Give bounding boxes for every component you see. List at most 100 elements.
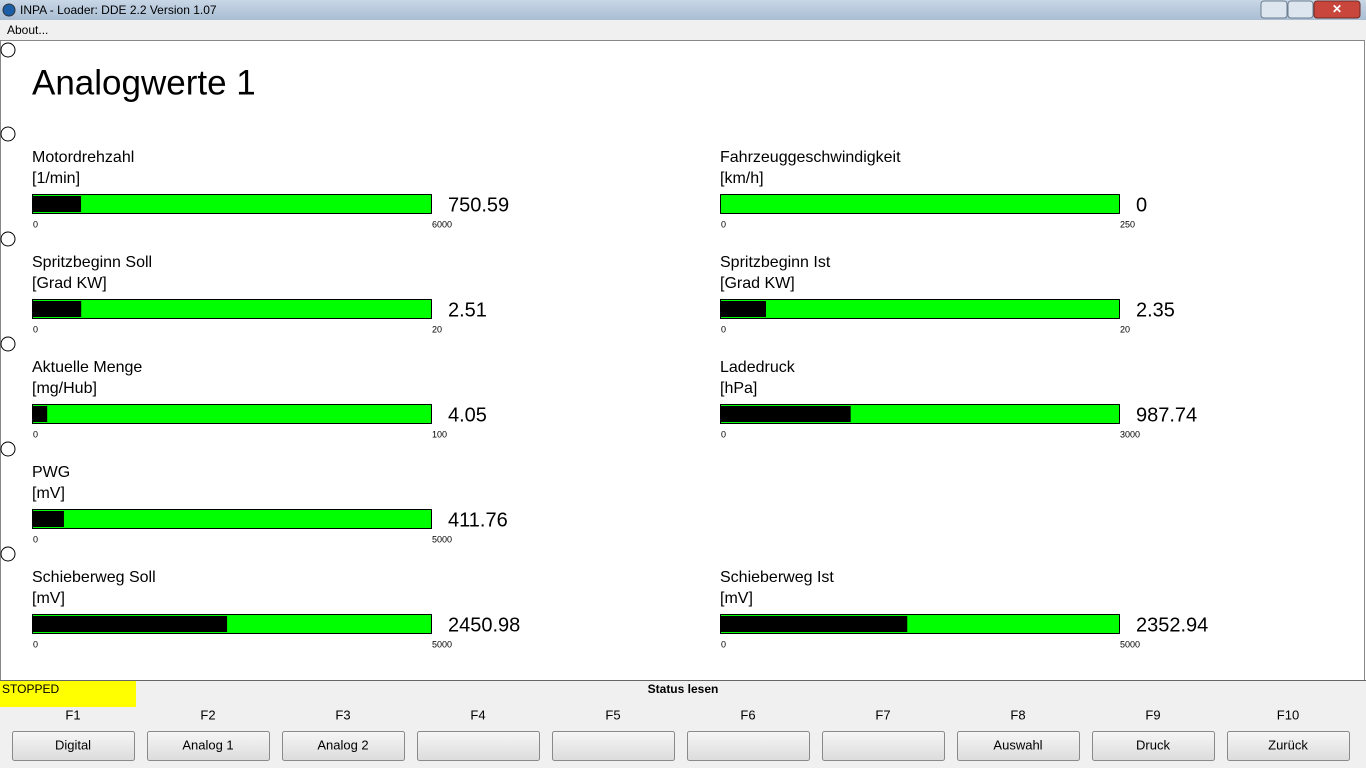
gauge-value: 750.59: [448, 194, 509, 216]
gauge-min: 0: [721, 219, 726, 229]
gauge-unit: [mg/Hub]: [32, 380, 97, 397]
gauge-value: 2.35: [1136, 299, 1175, 321]
gauge-label: Spritzbeginn Soll: [32, 254, 152, 271]
function-button[interactable]: [822, 731, 945, 761]
minimize-button[interactable]: [1260, 0, 1288, 19]
gauge-label: PWG: [32, 464, 70, 481]
gauge-min: 0: [33, 639, 38, 649]
gauge-min: 0: [721, 324, 726, 334]
gauge-track: [32, 194, 432, 214]
page-title: Analogwerte 1: [32, 63, 256, 102]
function-button[interactable]: [417, 731, 540, 761]
title-bar: [0, 0, 1366, 20]
gauge-max: 3000: [1120, 429, 1140, 439]
function-key: F8: [1010, 707, 1025, 722]
gauge-value: 987.74: [1136, 404, 1197, 426]
gauge-bar: [33, 616, 228, 632]
function-key: F4: [470, 707, 485, 722]
gauge-max: 20: [1120, 324, 1130, 334]
function-key: F5: [605, 707, 620, 722]
gauge-value: 2.51: [448, 299, 487, 321]
gauge-min: 0: [33, 219, 38, 229]
gauge-track: [720, 299, 1120, 319]
menu-bar: [0, 20, 1366, 40]
function-button[interactable]: [147, 731, 270, 761]
function-button[interactable]: [957, 731, 1080, 761]
status-box: [0, 681, 136, 707]
function-key: F10: [1277, 707, 1299, 722]
gauge-track: [32, 509, 432, 529]
radio[interactable]: [0, 42, 16, 58]
gauge-label: Ladedruck: [720, 359, 796, 376]
radio[interactable]: [0, 126, 16, 142]
gauge-track: [720, 194, 1120, 214]
gauge-unit: [mV]: [720, 590, 753, 607]
gauge-unit: [Grad KW]: [32, 275, 107, 292]
function-key: F7: [875, 707, 890, 722]
function-button[interactable]: [687, 731, 810, 761]
gauge-track: [32, 299, 432, 319]
gauge-bar: [721, 616, 908, 632]
gauge-min: 0: [33, 324, 38, 334]
gauge-max: 5000: [1120, 639, 1140, 649]
gauge-bar: [721, 406, 851, 422]
gauge-bar: [33, 406, 48, 422]
function-key: F9: [1145, 707, 1160, 722]
gauge-min: 0: [721, 639, 726, 649]
function-button[interactable]: [1092, 731, 1215, 761]
gauge-max: 250: [1120, 219, 1135, 229]
gauge-label: Spritzbeginn Ist: [720, 254, 831, 271]
status-message: Status lesen: [648, 682, 719, 696]
window-title: INPA - Loader: DDE 2.2 Version 1.07: [20, 3, 217, 17]
gauge-bar: [721, 301, 766, 317]
gauge-value: 2450.98: [448, 614, 520, 636]
gauge-max: 100: [432, 429, 447, 439]
function-key: F1: [65, 707, 80, 722]
gauge-unit: [hPa]: [720, 380, 757, 397]
gauge-unit: [mV]: [32, 485, 65, 502]
gauge-bar: [33, 511, 64, 527]
gauge-track: [32, 404, 432, 424]
function-button[interactable]: [12, 731, 135, 761]
radio[interactable]: [0, 441, 16, 457]
gauge-unit: [km/h]: [720, 170, 764, 187]
function-key: F6: [740, 707, 755, 722]
radio[interactable]: [0, 231, 16, 247]
gauge-value: 411.76: [448, 509, 508, 531]
content-area: [0, 40, 1365, 681]
gauge-label: Schieberweg Ist: [720, 569, 834, 586]
gauge-label: Aktuelle Menge: [32, 359, 142, 376]
function-key: F3: [335, 707, 350, 722]
gauge-bar: [33, 196, 82, 212]
gauge-max: 6000: [432, 219, 452, 229]
gauge-unit: [Grad KW]: [720, 275, 795, 292]
gauge-min: 0: [33, 429, 38, 439]
radio[interactable]: [0, 336, 16, 352]
maximize-button[interactable]: [1287, 0, 1314, 19]
function-button-label: Analog 2: [317, 737, 368, 752]
gauge-bar: [33, 301, 82, 317]
function-button-label: Analog 1: [182, 737, 233, 752]
function-button-label: Auswahl: [993, 737, 1042, 752]
menu-about[interactable]: About...: [7, 23, 48, 37]
gauge-value: 0: [1136, 194, 1147, 216]
gauge-unit: [1/min]: [32, 170, 80, 187]
function-key: F2: [200, 707, 215, 722]
gauge-min: 0: [721, 429, 726, 439]
function-button-label: Digital: [55, 737, 91, 752]
close-icon: ✕: [1332, 2, 1342, 16]
app-icon: [2, 3, 16, 17]
gauge-min: 0: [33, 534, 38, 544]
function-button[interactable]: [282, 731, 405, 761]
function-button[interactable]: [1227, 731, 1350, 761]
function-button-label: Druck: [1136, 737, 1170, 752]
close-button[interactable]: [1313, 0, 1361, 19]
gauge-label: Schieberweg Soll: [32, 569, 156, 586]
radio[interactable]: [0, 546, 16, 562]
gauge-label: Motordrehzahl: [32, 149, 134, 166]
function-button-label: Zurück: [1268, 737, 1308, 752]
gauge-value: 4.05: [448, 404, 487, 426]
function-button[interactable]: [552, 731, 675, 761]
